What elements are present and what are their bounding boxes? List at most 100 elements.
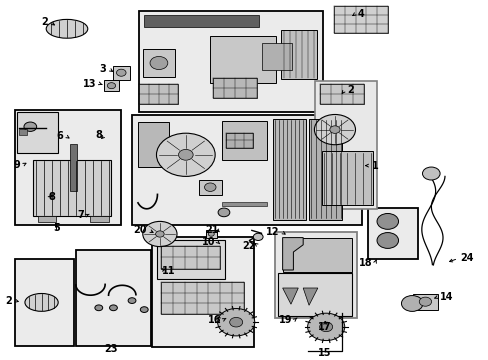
Bar bbox=[222, 202, 266, 206]
Bar bbox=[90, 216, 108, 222]
Text: 18: 18 bbox=[358, 258, 372, 268]
Circle shape bbox=[155, 231, 164, 237]
Text: 1: 1 bbox=[371, 161, 378, 171]
Bar bbox=[277, 273, 351, 316]
Bar bbox=[138, 122, 168, 167]
Text: 8: 8 bbox=[48, 192, 55, 202]
Circle shape bbox=[422, 167, 439, 180]
Bar bbox=[281, 30, 316, 79]
Text: 22: 22 bbox=[241, 240, 255, 251]
Ellipse shape bbox=[25, 293, 58, 311]
Circle shape bbox=[376, 213, 398, 229]
Bar bbox=[104, 80, 119, 91]
Circle shape bbox=[95, 305, 102, 311]
Circle shape bbox=[376, 233, 398, 248]
Text: 16: 16 bbox=[207, 315, 221, 325]
Circle shape bbox=[319, 322, 332, 332]
Circle shape bbox=[128, 298, 136, 303]
Text: 24: 24 bbox=[460, 253, 473, 264]
Bar bbox=[76, 250, 150, 346]
Text: 13: 13 bbox=[83, 78, 97, 89]
Circle shape bbox=[329, 126, 340, 133]
Text: 6: 6 bbox=[57, 131, 63, 141]
Bar bbox=[15, 110, 121, 225]
Text: 12: 12 bbox=[265, 227, 279, 237]
Text: 19: 19 bbox=[278, 315, 292, 325]
Bar bbox=[210, 36, 276, 83]
Bar bbox=[225, 133, 253, 148]
Bar bbox=[315, 81, 376, 209]
Circle shape bbox=[217, 309, 254, 336]
Text: 2: 2 bbox=[41, 17, 48, 27]
Bar bbox=[151, 237, 254, 347]
Bar bbox=[321, 151, 372, 205]
Bar bbox=[222, 121, 266, 160]
Text: 20: 20 bbox=[133, 225, 146, 235]
Circle shape bbox=[204, 183, 216, 192]
Circle shape bbox=[178, 149, 193, 160]
Bar bbox=[272, 119, 305, 220]
Circle shape bbox=[142, 221, 177, 247]
Circle shape bbox=[150, 57, 167, 69]
Bar bbox=[412, 294, 437, 310]
Bar bbox=[367, 208, 417, 259]
Polygon shape bbox=[303, 288, 317, 305]
Bar bbox=[212, 78, 256, 98]
Polygon shape bbox=[282, 238, 303, 270]
Bar bbox=[161, 282, 244, 314]
Bar bbox=[139, 84, 178, 104]
Text: 3: 3 bbox=[100, 64, 106, 74]
Bar bbox=[308, 119, 342, 220]
Circle shape bbox=[116, 69, 126, 76]
Bar bbox=[19, 129, 27, 135]
Circle shape bbox=[218, 208, 229, 217]
Bar bbox=[17, 112, 58, 153]
Text: 8: 8 bbox=[96, 130, 102, 140]
Bar bbox=[161, 246, 220, 269]
Bar bbox=[282, 238, 351, 272]
Bar bbox=[205, 230, 216, 238]
Text: 23: 23 bbox=[104, 344, 118, 354]
Bar bbox=[33, 160, 111, 216]
Text: 14: 14 bbox=[439, 292, 453, 302]
Ellipse shape bbox=[46, 19, 88, 38]
Bar bbox=[38, 216, 56, 222]
Circle shape bbox=[107, 83, 115, 89]
Text: 2: 2 bbox=[5, 296, 12, 306]
Polygon shape bbox=[282, 288, 298, 304]
Circle shape bbox=[140, 307, 148, 312]
Circle shape bbox=[401, 296, 422, 311]
Text: 2: 2 bbox=[346, 85, 353, 95]
Circle shape bbox=[208, 232, 214, 236]
Bar bbox=[261, 43, 292, 70]
Bar bbox=[333, 6, 387, 33]
Circle shape bbox=[109, 305, 117, 311]
Bar bbox=[142, 49, 175, 77]
Circle shape bbox=[314, 114, 355, 145]
Bar bbox=[144, 15, 259, 27]
Bar bbox=[70, 144, 77, 191]
Circle shape bbox=[229, 318, 242, 327]
Circle shape bbox=[24, 122, 37, 131]
Text: 10: 10 bbox=[201, 237, 215, 247]
Text: 4: 4 bbox=[357, 9, 364, 19]
Text: 9: 9 bbox=[14, 160, 20, 170]
Bar bbox=[198, 180, 222, 195]
Bar bbox=[275, 232, 356, 318]
Text: 5: 5 bbox=[53, 222, 60, 233]
Circle shape bbox=[307, 313, 344, 341]
Text: 11: 11 bbox=[162, 266, 176, 276]
Circle shape bbox=[156, 133, 215, 176]
Text: 15: 15 bbox=[318, 348, 331, 358]
Bar bbox=[139, 11, 322, 112]
Bar bbox=[320, 84, 364, 104]
Bar bbox=[132, 115, 361, 225]
Text: 7: 7 bbox=[77, 210, 84, 220]
Text: 21: 21 bbox=[205, 225, 219, 235]
Bar bbox=[112, 66, 130, 80]
Circle shape bbox=[253, 233, 263, 240]
Circle shape bbox=[418, 297, 431, 306]
Bar bbox=[15, 259, 74, 346]
Text: 17: 17 bbox=[318, 322, 331, 332]
Bar bbox=[157, 240, 224, 279]
